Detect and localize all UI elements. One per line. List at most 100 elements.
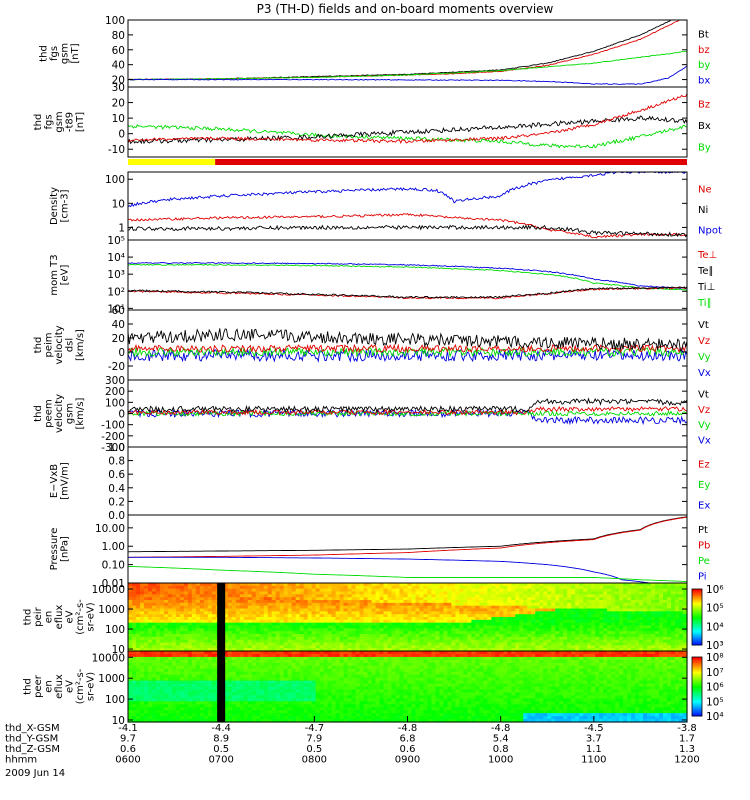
legend-Ti⊥: Ti⊥	[697, 282, 715, 293]
spectrogram-cell	[619, 614, 624, 618]
spectrogram-cell	[363, 634, 369, 638]
spectrogram-cell	[415, 614, 421, 618]
spectrogram-cell	[343, 659, 349, 664]
colorbar-cell	[692, 632, 702, 635]
spectrogram-cell	[655, 594, 660, 598]
spectrogram-cell	[379, 648, 385, 652]
spectrogram-cell	[379, 583, 385, 587]
spectrogram-cell	[211, 583, 217, 587]
spectrogram-cell	[347, 619, 353, 624]
spectrogram-cell	[279, 701, 285, 705]
spectrogram-cell	[343, 608, 349, 612]
spectrogram-cell	[267, 611, 273, 615]
spectrogram-cell	[287, 651, 293, 655]
spectrogram-cell	[315, 656, 321, 661]
spectrogram-cell	[139, 583, 145, 587]
spectrogram-cell	[283, 642, 289, 646]
spectrogram-cell	[587, 625, 592, 629]
spectrogram-cell	[503, 625, 508, 629]
spectrogram-cell	[475, 631, 480, 635]
spectrogram-cell	[527, 645, 532, 649]
spectrogram-cell	[547, 588, 552, 593]
spectrogram-cell	[179, 642, 185, 646]
spectrogram-cell	[547, 631, 552, 635]
spectrogram-cell	[187, 653, 193, 658]
colorbar-cell	[692, 590, 702, 593]
spectrogram-cell	[543, 619, 548, 624]
spectrogram-cell	[167, 656, 173, 661]
spectrogram-cell	[503, 634, 508, 638]
y-tick-label: 10²	[107, 286, 125, 298]
spectrogram-cell	[319, 686, 325, 691]
spectrogram-cell	[551, 622, 556, 627]
panel-frame	[127, 86, 688, 158]
spectrogram-cell	[395, 628, 401, 632]
spectrogram-cell	[231, 619, 237, 624]
spectrogram-cell	[595, 622, 600, 627]
spectrogram-cell	[227, 588, 233, 593]
spectrogram-cell	[163, 600, 169, 604]
spectrogram-cell	[135, 617, 141, 621]
spectrogram-cell	[471, 625, 476, 629]
spectrogram-cell	[643, 639, 648, 644]
spectrogram-cell	[387, 588, 393, 593]
spectrogram-cell	[619, 600, 624, 604]
spectrogram-cell	[191, 611, 197, 615]
spectrogram-cell	[331, 611, 337, 615]
spectrogram-cell	[151, 602, 157, 607]
spectrogram-cell	[427, 611, 433, 615]
y-tick-label: 10	[112, 644, 125, 656]
spectrogram-cell	[231, 713, 237, 717]
spectrogram-cell	[195, 591, 201, 595]
spectrogram-cell	[543, 611, 548, 615]
spectrogram-cell	[143, 585, 149, 590]
spectrogram-cell	[231, 608, 237, 612]
spectrogram-cell	[231, 622, 237, 627]
spectrogram-cell	[511, 602, 516, 607]
spectrogram-cell	[151, 619, 157, 624]
spectrogram-cell	[271, 591, 277, 595]
spectrogram-cell	[275, 642, 281, 646]
spectrogram-cell	[675, 611, 680, 615]
spectrogram-cell	[651, 634, 656, 638]
spectrogram-cell	[551, 611, 556, 615]
spectrogram-cell	[199, 695, 205, 699]
spectrogram-cell	[271, 619, 277, 624]
spectrogram-cell	[591, 583, 596, 587]
spectrogram-cell	[631, 648, 636, 652]
spectrogram-cell	[155, 639, 161, 644]
spectrogram-cell	[211, 704, 217, 708]
spectrogram-cell	[175, 683, 181, 688]
spectrogram-cell	[655, 628, 660, 632]
spectrogram-cell	[207, 662, 213, 667]
spectrogram-cell	[519, 631, 524, 635]
spectrogram-cell	[263, 692, 269, 696]
spectrogram-cell	[431, 585, 437, 590]
y-axis-label: peir	[33, 606, 44, 626]
spectrogram-cell	[591, 594, 596, 598]
spectrogram-cell	[295, 695, 301, 699]
spectrogram-cell	[407, 602, 413, 607]
spectrogram-cell	[171, 648, 177, 652]
spectrogram-cell	[211, 585, 217, 590]
spectrogram-cell	[391, 648, 397, 652]
spectrogram-cell	[427, 597, 433, 601]
spectrogram-cell	[427, 614, 433, 618]
spectrogram-cell	[639, 583, 644, 587]
spectrogram-cell	[247, 605, 253, 610]
spectrogram-cell	[395, 597, 401, 601]
spectrogram-cell	[579, 617, 584, 621]
spectrogram-cell	[679, 583, 684, 587]
spectrogram-cell	[339, 622, 345, 627]
spectrogram-cell	[595, 628, 600, 632]
spectrogram-cell	[339, 695, 345, 699]
spectrogram-cell	[151, 707, 157, 711]
series-line-Npot	[127, 171, 687, 208]
spectrogram-cell	[175, 704, 181, 708]
spectrogram-cell	[299, 617, 305, 621]
spectrogram-cell	[279, 583, 285, 587]
spectrogram-cell	[235, 600, 241, 604]
spectrogram-cell	[263, 677, 269, 682]
spectrogram-cell	[419, 594, 425, 598]
spectrogram-cell	[639, 617, 644, 621]
